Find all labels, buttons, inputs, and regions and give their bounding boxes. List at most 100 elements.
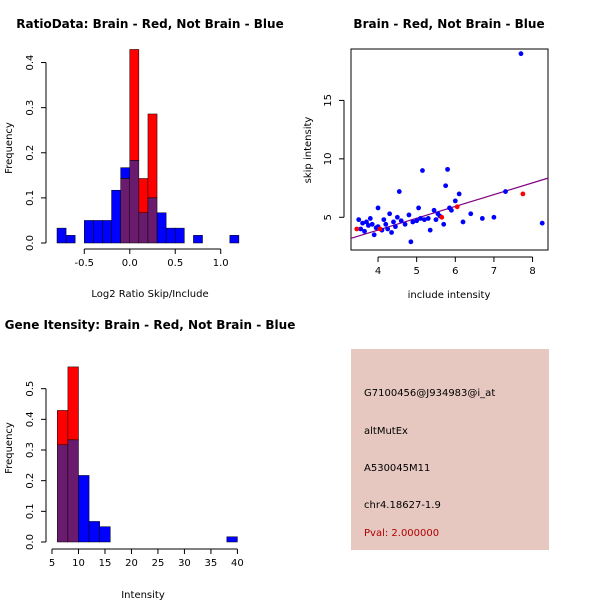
scatter-point	[394, 214, 400, 220]
gene-histogram-panel: Gene Itensity: Brain - Red, Not Brain - …	[4, 318, 295, 600]
scatter-point	[468, 211, 474, 217]
scatter-y-tick-label: 15	[323, 94, 334, 107]
ratio-hist-title: RatioData: Brain - Red, Not Brain - Blue	[16, 17, 283, 31]
scatter-panel: Brain - Red, Not Brain - Blue include in…	[303, 17, 549, 301]
ratio-hist-axes: -0.5 0.0 0.5 1.0 0.0 0.1 0.2 0.3 0.4	[25, 55, 229, 269]
gene-hist-bar-overlap	[57, 444, 69, 543]
scatter-point	[427, 227, 433, 233]
gene-hist-title: Gene Itensity: Brain - Red, Not Brain - …	[5, 318, 296, 332]
scatter-point	[539, 220, 545, 226]
ratio-hist-bar-excess	[229, 235, 240, 244]
scatter-point	[520, 191, 526, 197]
ratio-hist-x-tick-label: 0.0	[122, 258, 138, 269]
scatter-point	[439, 214, 445, 220]
gene-hist-y-tick-label: 0.1	[25, 503, 36, 519]
gene-hist-y-tick-label: 0.5	[25, 381, 36, 397]
ratio-hist-bar-excess	[165, 227, 176, 244]
scatter-point	[518, 51, 524, 57]
ratio-hist-bar-overlap	[138, 212, 149, 244]
scatter-title: Brain - Red, Not Brain - Blue	[353, 17, 544, 31]
gene-hist-x-tick-label: 10	[72, 558, 85, 569]
gene-hist-axes: 5 10 15 20 25 30 35 40 0.0 0.1 0.2 0.3 0.4 0.5	[25, 381, 244, 569]
gene-hist-y-tick-label: 0.4	[25, 411, 36, 427]
gene-id: A530045M11	[364, 463, 430, 474]
scatter-point	[364, 219, 369, 225]
scatter-point	[449, 207, 454, 213]
gene-hist-bars	[57, 366, 238, 543]
scatter-point	[503, 189, 508, 194]
scatter-point	[369, 221, 375, 227]
ratio-hist-bar-excess	[129, 49, 140, 161]
gene-hist-ylabel: Frequency	[4, 422, 15, 474]
chromosome-location: chr4.18627-1.9	[364, 500, 441, 511]
scatter-point	[396, 189, 402, 194]
scatter-point	[354, 226, 360, 232]
gene-hist-bar-excess	[67, 366, 79, 441]
ratio-hist-bar-excess	[84, 220, 94, 244]
scatter-point	[416, 205, 421, 211]
scatter-x-tick-label: 8	[529, 266, 535, 277]
gene-hist-x-tick-label: 5	[49, 558, 55, 569]
ratio-hist-bar-excess	[111, 189, 121, 244]
probe-id: G7100456@J934983@i_at	[364, 388, 495, 399]
scatter-point	[479, 216, 485, 221]
ratio-hist-bars	[56, 49, 240, 244]
info-panel-background	[351, 349, 549, 550]
scatter-x-tick-label: 4	[375, 266, 381, 277]
scatter-point	[460, 219, 466, 225]
scatter-point	[456, 191, 462, 197]
scatter-point	[385, 226, 391, 232]
scatter-point	[445, 166, 450, 172]
gene-hist-bar-excess	[88, 521, 100, 543]
gene-hist-x-tick-label: 30	[178, 558, 191, 569]
scatter-point	[367, 216, 373, 221]
ratio-hist-bar-excess	[147, 113, 158, 199]
scatter-frame	[350, 48, 549, 251]
scatter-point	[443, 183, 449, 189]
scatter-point	[452, 198, 458, 204]
gene-hist-y-tick-label: 0.2	[25, 473, 36, 489]
gene-hist-bar-excess	[57, 410, 69, 446]
ratio-hist-bar-excess	[93, 220, 103, 244]
ratio-hist-y-tick-label: 0.0	[25, 235, 36, 251]
gene-hist-bar-excess	[78, 475, 90, 543]
pval-text: Pval: 2.000000	[364, 528, 439, 539]
ratio-hist-x-tick-label: -0.5	[75, 258, 95, 269]
ratio-hist-y-tick-label: 0.4	[25, 55, 36, 71]
gene-hist-bar-overlap	[67, 439, 79, 543]
scatter-x-tick-label: 6	[452, 266, 458, 277]
ratio-hist-bar-overlap	[120, 178, 131, 244]
scatter-point	[410, 219, 416, 225]
ratio-hist-bar-excess	[193, 235, 203, 244]
scatter-point	[393, 224, 398, 230]
scatter-point	[418, 216, 423, 221]
gene-hist-y-tick-label: 0.0	[25, 534, 36, 550]
scatter-point	[408, 239, 414, 245]
scatter-point	[383, 221, 389, 227]
scatter-point	[358, 226, 364, 232]
gene-hist-bar-excess	[99, 526, 111, 543]
ratio-hist-bar-excess	[174, 227, 185, 244]
ratio-histogram-panel: RatioData: Brain - Red, Not Brain - Blue…	[4, 17, 284, 300]
ratio-hist-bar-overlap	[129, 160, 140, 244]
scatter-point	[441, 221, 447, 227]
scatter-x-tick-label: 5	[413, 266, 419, 277]
scatter-axes: 4 5 6 7 8 5 10 15	[323, 94, 536, 277]
scatter-point	[362, 228, 367, 234]
scatter-xlabel: include intensity	[408, 290, 491, 301]
ratio-hist-bar-excess	[65, 235, 76, 244]
scatter-point	[387, 211, 393, 217]
scatter-point	[406, 212, 412, 218]
ratio-hist-y-tick-label: 0.2	[25, 145, 36, 161]
scatter-point	[425, 216, 431, 221]
gene-hist-xlabel: Intensity	[121, 590, 165, 600]
scatter-y-tick-label: 5	[323, 214, 334, 220]
scatter-point	[371, 232, 377, 238]
gene-hist-x-tick-label: 25	[152, 558, 165, 569]
scatter-point	[360, 220, 365, 226]
scatter-point	[431, 207, 437, 213]
scatter-y-tick-label: 10	[323, 152, 334, 165]
ratio-hist-bar-excess	[56, 227, 67, 244]
scatter-ylabel: skip intensity	[303, 117, 314, 184]
